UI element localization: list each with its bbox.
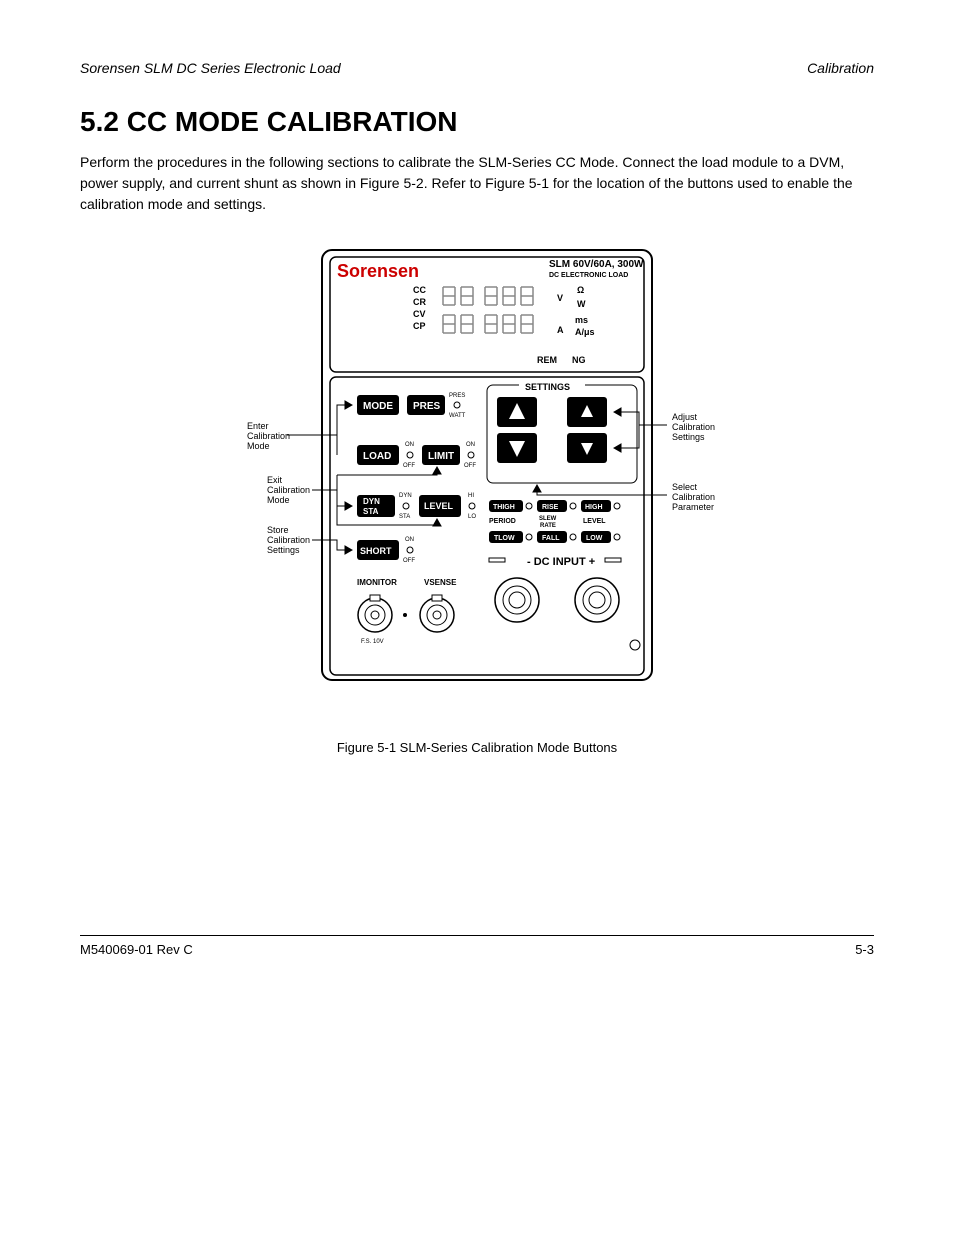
svg-text:A/μs: A/μs — [575, 327, 595, 337]
svg-text:STA: STA — [399, 514, 410, 520]
seven-segment-top — [439, 285, 549, 309]
svg-text:SLEW: SLEW — [539, 516, 557, 522]
svg-text:Settings: Settings — [267, 545, 300, 555]
figure: Sorensen SLM 60V/60A, 300W DC ELECTRONIC… — [80, 245, 874, 755]
svg-text:HIGH: HIGH — [585, 504, 603, 511]
svg-text:Store: Store — [267, 525, 289, 535]
svg-text:TLOW: TLOW — [494, 535, 515, 542]
svg-text:CR: CR — [413, 297, 426, 307]
ng-label: NG — [572, 355, 586, 365]
svg-text:THIGH: THIGH — [493, 504, 515, 511]
svg-text:LOW: LOW — [586, 535, 603, 542]
svg-text:Mode: Mode — [267, 495, 290, 505]
period-buttons: THIGH RISE HIGH PERIOD SLEW RATE LEVEL T… — [489, 500, 620, 543]
svg-text:STA: STA — [363, 507, 379, 516]
svg-text:WATT: WATT — [449, 413, 466, 419]
svg-text:ms: ms — [575, 315, 588, 325]
svg-text:LO: LO — [468, 514, 476, 520]
svg-text:RISE: RISE — [542, 504, 559, 511]
header-left: Sorensen SLM DC Series Electronic Load — [80, 60, 341, 76]
svg-text:Calibration: Calibration — [247, 431, 290, 441]
svg-text:LEVEL: LEVEL — [424, 501, 454, 511]
svg-text:DYN: DYN — [363, 497, 380, 506]
svg-text:CC: CC — [413, 285, 426, 295]
settings-label: SETTINGS — [525, 382, 570, 392]
model-line2: DC ELECTRONIC LOAD — [549, 272, 628, 279]
svg-text:OFF: OFF — [464, 463, 476, 469]
svg-text:OFF: OFF — [403, 463, 415, 469]
rem-label: REM — [537, 355, 557, 365]
svg-text:PERIOD: PERIOD — [489, 518, 516, 525]
svg-text:RATE: RATE — [540, 523, 556, 529]
page-header: Sorensen SLM DC Series Electronic Load C… — [80, 60, 874, 76]
svg-text:PRES: PRES — [449, 393, 465, 399]
svg-text:Exit: Exit — [267, 475, 283, 485]
dc-input-label: - DC INPUT + — [527, 556, 595, 568]
svg-text:SHORT: SHORT — [360, 546, 392, 556]
svg-text:ON: ON — [466, 442, 475, 448]
section-title: 5.2 CC MODE CALIBRATION — [80, 106, 874, 138]
svg-text:HI: HI — [468, 493, 474, 499]
intro-paragraph: Perform the procedures in the following … — [80, 152, 874, 215]
svg-text:ON: ON — [405, 537, 414, 543]
model-line1: SLM 60V/60A, 300W — [549, 259, 644, 270]
svg-text:Calibration: Calibration — [267, 535, 310, 545]
svg-text:ON: ON — [405, 442, 414, 448]
svg-text:Enter: Enter — [247, 421, 269, 431]
svg-text:Calibration: Calibration — [267, 485, 310, 495]
svg-text:CV: CV — [413, 309, 426, 319]
svg-text:LOAD: LOAD — [363, 451, 391, 462]
svg-text:Settings: Settings — [672, 432, 705, 442]
footer-right: 5-3 — [855, 942, 874, 957]
svg-text:MODE: MODE — [363, 401, 393, 412]
svg-text:Calibration: Calibration — [672, 492, 715, 502]
svg-text:V: V — [557, 293, 563, 303]
svg-text:LEVEL: LEVEL — [583, 518, 606, 525]
svg-text:FALL: FALL — [542, 535, 560, 542]
vsense-label: VSENSE — [424, 578, 457, 587]
svg-text:W: W — [577, 299, 586, 309]
dc-terminal-pos — [575, 578, 619, 622]
svg-text:OFF: OFF — [403, 558, 415, 564]
svg-text:Adjust: Adjust — [672, 412, 698, 422]
svg-text:Ω: Ω — [577, 285, 584, 295]
header-right: Calibration — [807, 60, 874, 76]
figure-caption: Figure 5-1 SLM-Series Calibration Mode B… — [80, 740, 874, 755]
svg-text:PRES: PRES — [413, 401, 441, 412]
page-footer: M540069-01 Rev C 5-3 — [80, 935, 874, 957]
svg-text:LIMIT: LIMIT — [428, 451, 454, 462]
svg-text:DYN: DYN — [399, 493, 412, 499]
svg-text:CP: CP — [413, 321, 426, 331]
footer-left: M540069-01 Rev C — [80, 942, 193, 957]
fs-label: F.S. 10V — [361, 639, 384, 645]
svg-text:Select: Select — [672, 482, 698, 492]
device-panel-svg: Sorensen SLM 60V/60A, 300W DC ELECTRONIC… — [227, 245, 727, 725]
svg-text:A: A — [557, 325, 564, 335]
imonitor-label: IMONITOR — [357, 578, 397, 587]
svg-text:Calibration: Calibration — [672, 422, 715, 432]
brand-logo: Sorensen — [337, 261, 419, 281]
svg-text:Parameter: Parameter — [672, 502, 714, 512]
svg-text:Mode: Mode — [247, 441, 270, 451]
dc-terminal-neg — [495, 578, 539, 622]
